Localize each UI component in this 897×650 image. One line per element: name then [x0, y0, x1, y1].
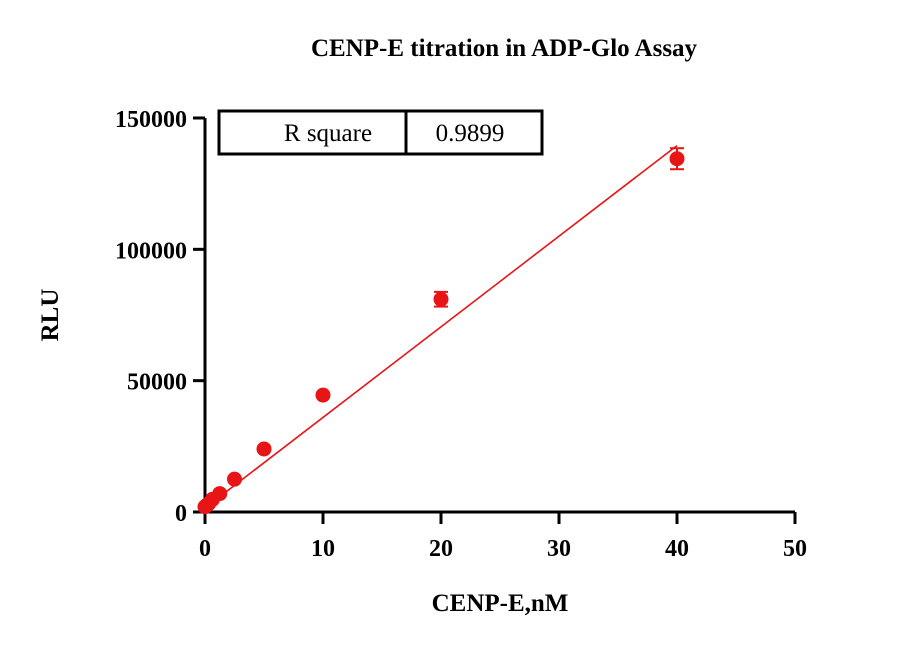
- data-point: [256, 441, 272, 457]
- data-point: [669, 151, 685, 167]
- data-point: [315, 387, 331, 403]
- y-tick-label: 0: [175, 501, 187, 527]
- x-tick-label: 20: [429, 536, 453, 562]
- stats-table-border: [217, 109, 544, 156]
- y-tick-label: 50000: [127, 370, 187, 396]
- chart-title: CENP-E titration in ADP-Glo Assay: [311, 35, 698, 62]
- fit-line: [204, 144, 678, 509]
- x-tick-label: 50: [783, 536, 807, 562]
- x-axis-title: CENP-E,nM: [432, 590, 569, 617]
- x-tick-label: 40: [665, 536, 689, 562]
- x-tick-label: 30: [547, 536, 571, 562]
- stats-table: R square 0.9899: [217, 109, 544, 156]
- stats-label: R square: [284, 120, 372, 147]
- y-tick-label: 100000: [115, 238, 187, 264]
- x-tick-label: 0: [199, 536, 211, 562]
- stats-value: 0.9899: [436, 120, 505, 147]
- data-point: [433, 291, 449, 307]
- x-tick-label: 10: [311, 536, 335, 562]
- y-axis-title: RLU: [37, 289, 64, 342]
- data-point: [212, 486, 228, 502]
- plot-area: 0 10 20 30 40 50 0 50000 100000 150000: [115, 107, 807, 562]
- data-point: [227, 471, 242, 487]
- y-tick-label: 150000: [115, 107, 187, 133]
